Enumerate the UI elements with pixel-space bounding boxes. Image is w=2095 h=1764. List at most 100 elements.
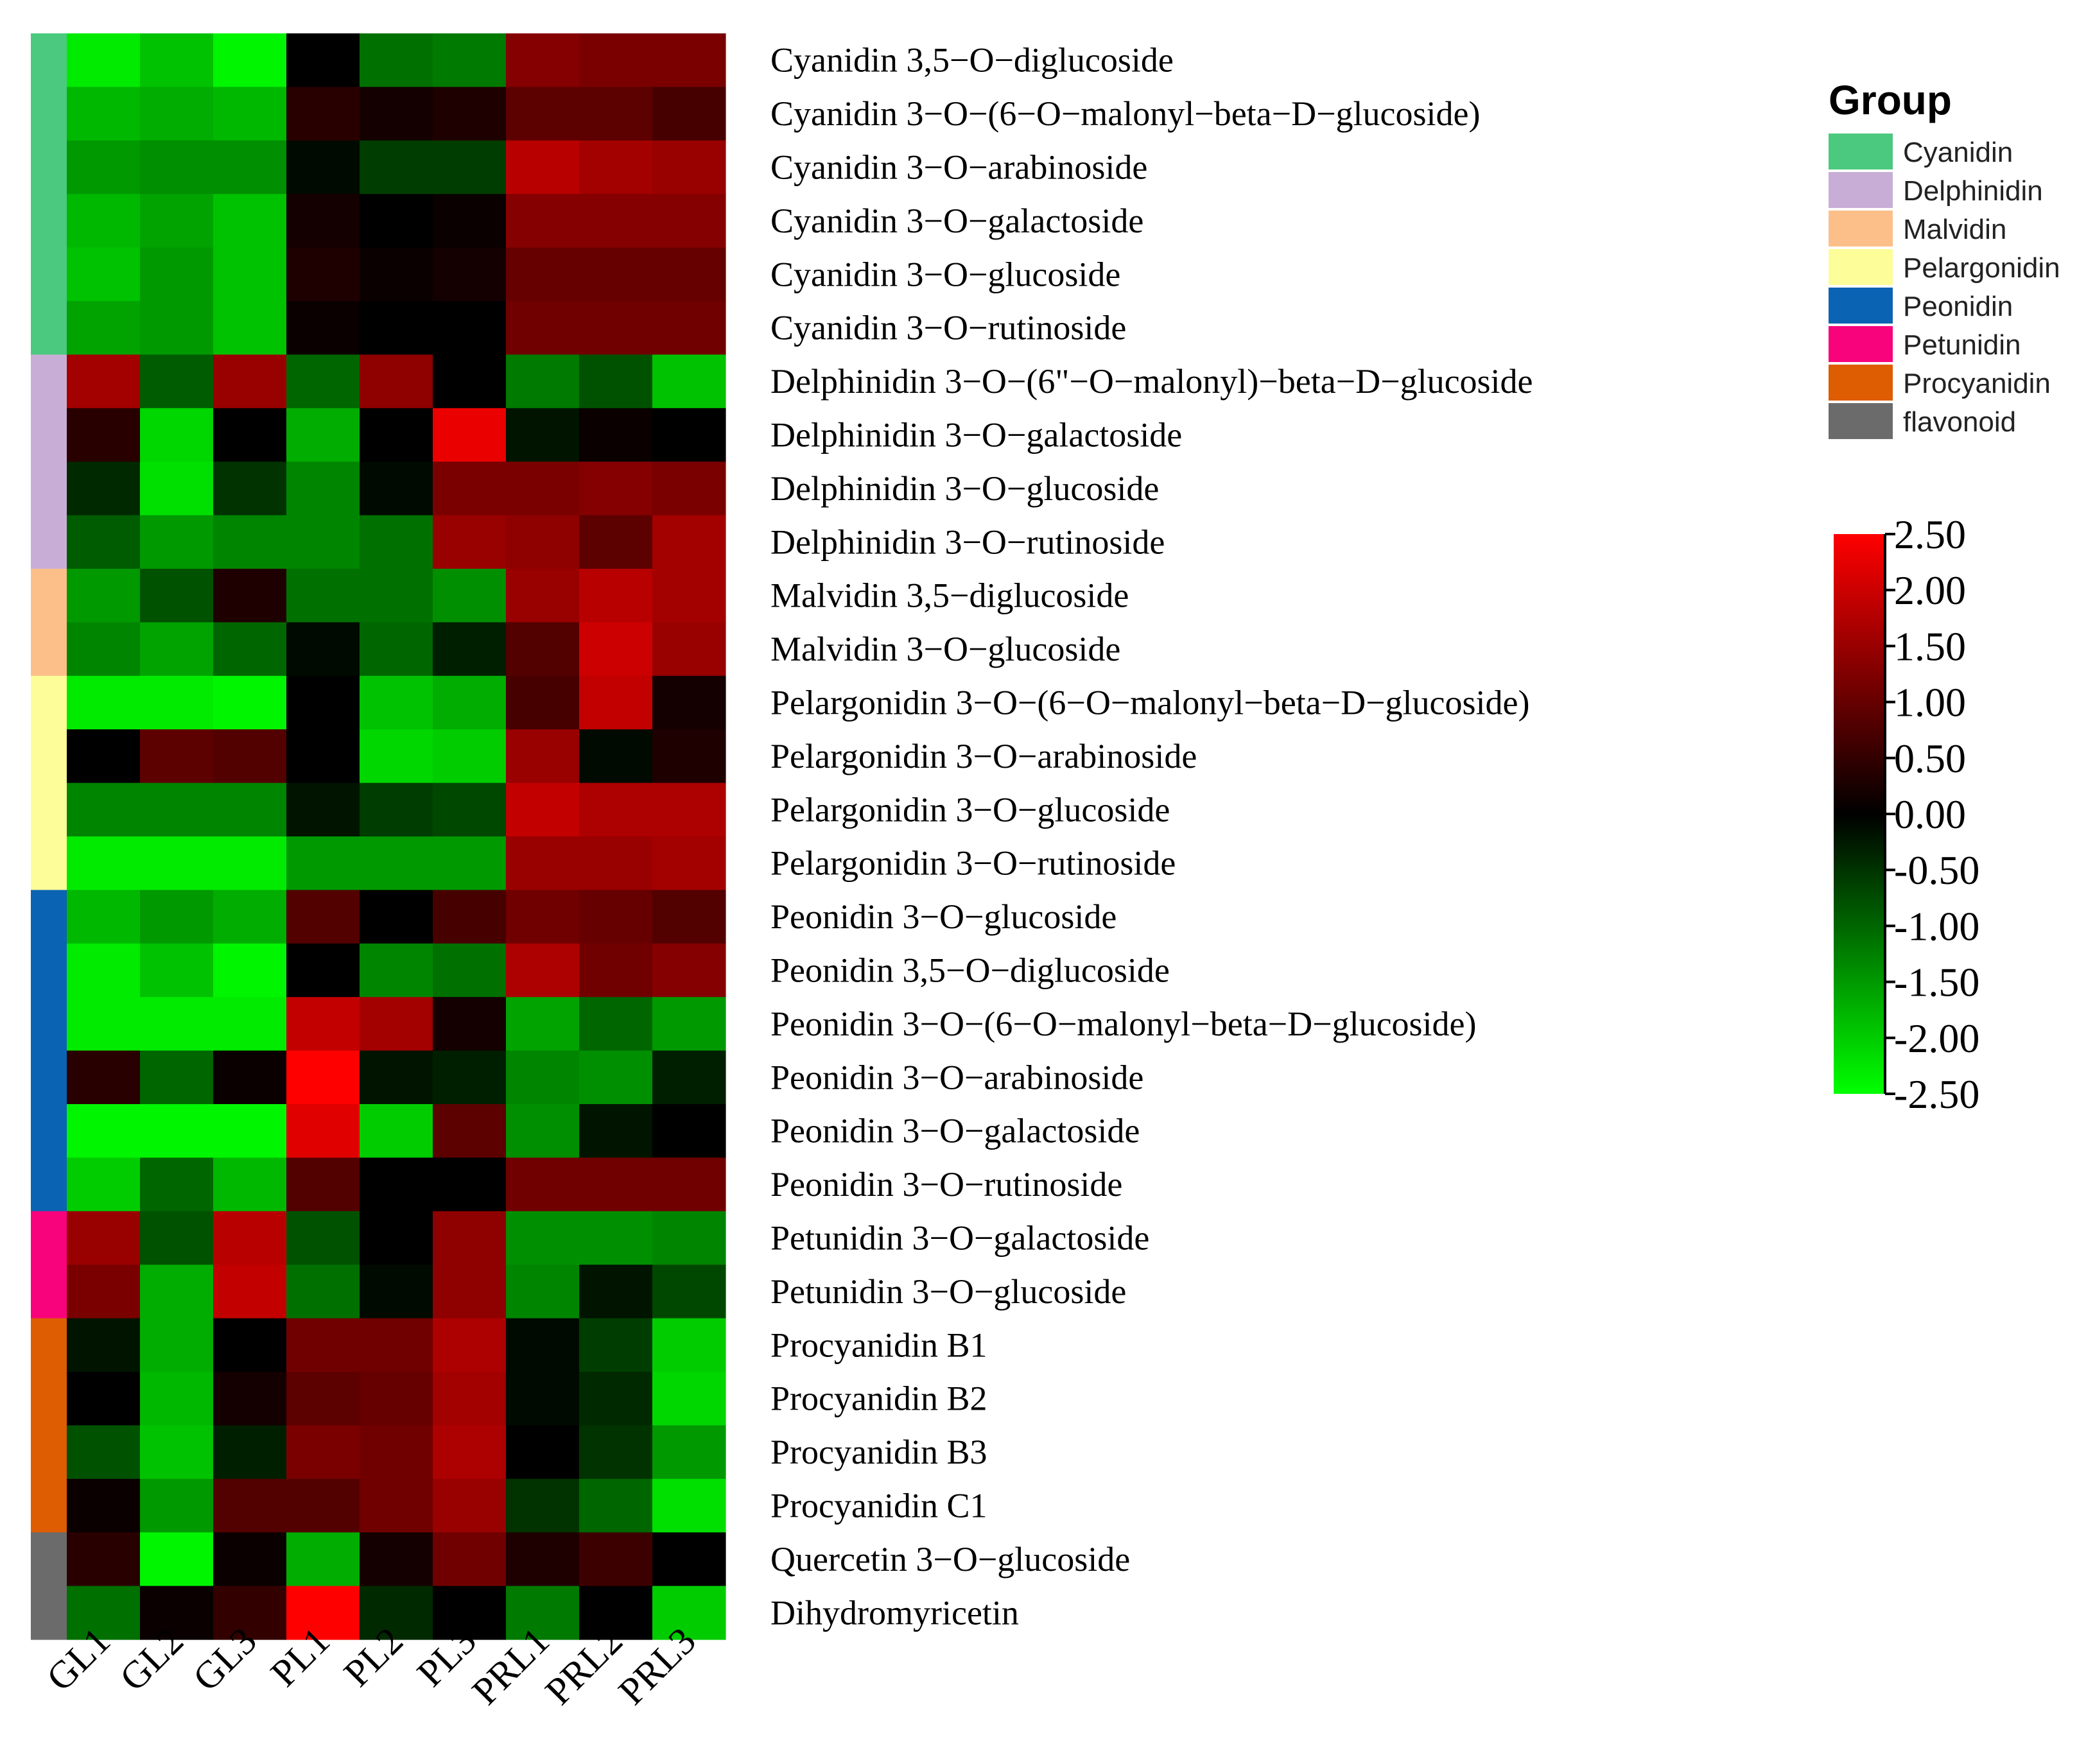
legend-label: Petunidin <box>1903 329 2021 361</box>
heatmap-cell <box>67 1211 141 1265</box>
heatmap-cell <box>433 194 507 248</box>
heatmap-cell <box>506 1050 580 1105</box>
heatmap-cell <box>67 1478 141 1533</box>
heatmap-cell <box>286 1104 360 1158</box>
heatmap-cell <box>433 729 507 784</box>
heatmap-cell <box>506 836 580 890</box>
group-annotation-cell <box>31 622 67 677</box>
heatmap-cell <box>360 569 433 623</box>
heatmap-cell <box>286 890 360 944</box>
heatmap-cell <box>67 569 141 623</box>
heatmap-cell <box>67 354 141 409</box>
heatmap-cell <box>579 194 653 248</box>
color-scale-tick-label: 0.00 <box>1894 791 1966 837</box>
heatmap-cell <box>579 622 653 677</box>
row-label: Peonidin 3−O−rutinoside <box>770 1165 1122 1204</box>
heatmap-cell <box>652 836 726 890</box>
row-label: Quercetin 3−O−glucoside <box>770 1540 1130 1578</box>
group-annotation-cell <box>31 140 67 195</box>
row-labels: Cyanidin 3,5−O−diglucoside Cyanidin 3−O−(… <box>770 41 1533 1632</box>
row-label: Malvidin 3−O−glucoside <box>770 630 1120 668</box>
row-label: Delphinidin 3−O−rutinoside <box>770 523 1165 561</box>
heatmap-cell <box>433 1265 507 1319</box>
heatmap-cell <box>579 87 653 141</box>
heatmap-cell <box>360 890 433 944</box>
heatmap-cell <box>67 301 141 355</box>
heatmap-cell <box>579 569 653 623</box>
row-label: Peonidin 3−O−(6−O−malonyl−beta−D−glucosi… <box>770 1005 1477 1043</box>
heatmap-cell <box>286 33 360 87</box>
heatmap-cell <box>433 675 507 730</box>
heatmap-cell <box>652 33 726 87</box>
heatmap-cell <box>213 890 287 944</box>
legend-swatch <box>1829 365 1893 401</box>
heatmap-cell <box>652 1211 726 1265</box>
row-label: Delphinidin 3−O−galactoside <box>770 416 1182 454</box>
heatmap-cell <box>433 301 507 355</box>
heatmap-cell <box>652 1104 726 1158</box>
heatmap-cell <box>140 87 214 141</box>
heatmap-cell <box>433 622 507 677</box>
heatmap-cell <box>140 675 214 730</box>
heatmap-cell <box>67 140 141 195</box>
heatmap-cell <box>579 140 653 195</box>
heatmap-cell <box>652 622 726 677</box>
heatmap-cell <box>652 1050 726 1105</box>
heatmap-cell <box>67 1318 141 1372</box>
heatmap-cell <box>286 1478 360 1533</box>
heatmap-cell <box>579 997 653 1051</box>
row-label: Peonidin 3,5−O−diglucoside <box>770 951 1170 990</box>
heatmap-cell <box>433 1318 507 1372</box>
heatmap-cell <box>213 33 287 87</box>
heatmap-cell <box>579 729 653 784</box>
row-label: Petunidin 3−O−glucoside <box>770 1272 1126 1311</box>
heatmap-cell <box>213 462 287 516</box>
heatmap-cell <box>433 1104 507 1158</box>
heatmap-cell <box>433 33 507 87</box>
heatmap-cell <box>652 1425 726 1480</box>
group-annotation-cell <box>31 997 67 1051</box>
group-annotation-cell <box>31 1265 67 1319</box>
group-annotation-cell <box>31 301 67 355</box>
heatmap-cell <box>67 1425 141 1480</box>
heatmap-cell <box>286 1372 360 1426</box>
heatmap-cell <box>433 997 507 1051</box>
heatmap-cell <box>652 890 726 944</box>
heatmap-cell <box>67 515 141 569</box>
heatmap-cell <box>140 890 214 944</box>
heatmap-cell <box>579 33 653 87</box>
heatmap-cell <box>213 997 287 1051</box>
legend-label: Peonidin <box>1903 291 2013 322</box>
heatmap-cell <box>67 675 141 730</box>
heatmap-cell <box>286 301 360 355</box>
group-annotation-cell <box>31 408 67 462</box>
row-label: Peonidin 3−O−glucoside <box>770 897 1117 936</box>
heatmap-cell <box>579 1157 653 1212</box>
heatmap-cell <box>433 247 507 302</box>
heatmap-cell <box>360 1586 433 1640</box>
heatmap-cell <box>360 729 433 784</box>
group-annotation-cell <box>31 943 67 998</box>
heatmap-cell <box>506 1372 580 1426</box>
heatmap-cell <box>286 622 360 677</box>
color-scale-tick-label: -1.00 <box>1894 903 1979 949</box>
heatmap-cell <box>67 836 141 890</box>
legend-swatch <box>1829 172 1893 208</box>
heatmap-cell <box>140 943 214 998</box>
heatmap-cell <box>506 87 580 141</box>
legend-label: flavonoid <box>1903 406 2016 438</box>
row-label: Malvidin 3,5−diglucoside <box>770 576 1129 615</box>
heatmap-cell <box>506 354 580 409</box>
heatmap-cell <box>506 515 580 569</box>
heatmap-cell <box>506 997 580 1051</box>
heatmap-cell <box>67 1586 141 1640</box>
heatmap-cell <box>213 1157 287 1212</box>
heatmap-cell <box>67 408 141 462</box>
heatmap-cell <box>213 1372 287 1426</box>
heatmap-cell <box>213 1532 287 1587</box>
row-label: Procyanidin B2 <box>770 1379 987 1418</box>
heatmap-cell <box>652 87 726 141</box>
heatmap-cell <box>579 408 653 462</box>
heatmap-cell <box>652 140 726 195</box>
heatmap-cell <box>506 462 580 516</box>
